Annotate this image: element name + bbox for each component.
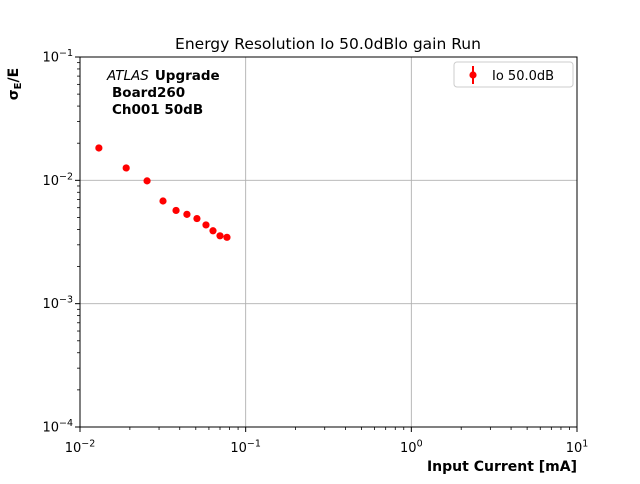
data-point	[202, 221, 210, 229]
plot-frame	[79, 56, 578, 428]
x-tick-label: 101	[566, 439, 589, 457]
data-point	[216, 232, 224, 240]
annotation-atlas: ATLAS	[106, 68, 149, 84]
annotation-line-2: Board260	[112, 85, 185, 101]
y-tick-label: 10−4	[42, 418, 73, 436]
data-point	[193, 214, 201, 223]
legend-label: Io 50.0dB	[492, 69, 554, 84]
data-point	[95, 144, 103, 152]
y-axis-label-subscript: E	[13, 82, 24, 89]
data-point	[209, 227, 217, 235]
legend-errorbar-icon	[469, 66, 477, 84]
x-axis-label: Input Current [mA]	[427, 459, 577, 475]
data-series	[95, 144, 231, 241]
data-point	[172, 206, 180, 215]
data-point	[159, 197, 167, 205]
annotation-line-3: Ch001 50dB	[112, 102, 203, 118]
tick-labels: 10−2 10−1 100 101 10−1 10−2 10−3 10−4	[42, 48, 588, 456]
y-axis-label-sigma: σ	[6, 89, 22, 100]
y-tick-label: 10−1	[42, 48, 73, 66]
data-point	[143, 177, 151, 185]
data-point	[122, 164, 130, 172]
x-tick-label: 10−1	[230, 439, 261, 457]
chart-title: Energy Resolution Io 50.0dBlo gain Run	[175, 35, 481, 53]
annotation-block: ATLAS Upgrade Board260 Ch001 50dB	[106, 68, 220, 118]
y-tick-label: 10−2	[42, 171, 73, 189]
legend-box	[453, 61, 574, 88]
annotation-line-1: ATLAS Upgrade	[106, 68, 220, 84]
y-axis-label-suffix: /E	[6, 68, 22, 83]
x-tick-label: 10−2	[65, 439, 96, 457]
x-tick-label: 100	[400, 439, 423, 457]
y-axis-label: σE/E	[6, 68, 24, 100]
data-point	[223, 233, 231, 241]
y-tick-label: 10−3	[42, 295, 73, 313]
legend: Io 50.0dB	[453, 61, 574, 88]
data-point	[183, 210, 191, 218]
annotation-upgrade: Upgrade	[155, 68, 220, 84]
